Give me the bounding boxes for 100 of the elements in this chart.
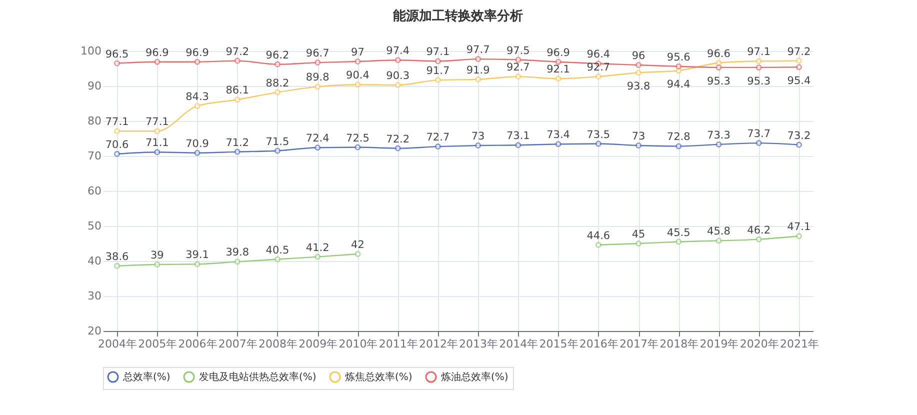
point	[636, 240, 642, 246]
x-tick-label: 2008年	[258, 338, 298, 350]
data-label: 73.5	[586, 128, 610, 141]
data-label: 72.7	[426, 132, 450, 144]
point	[756, 64, 762, 70]
point	[194, 150, 200, 156]
y-tick-label: 20	[88, 324, 102, 338]
point	[434, 77, 441, 84]
data-label: 77.1	[145, 116, 169, 128]
point	[716, 64, 722, 70]
point	[194, 261, 200, 268]
data-label: 92.7	[586, 62, 610, 74]
point	[716, 238, 722, 244]
data-label: 97	[351, 46, 364, 58]
data-label: 92.1	[546, 64, 570, 76]
data-label: 96.9	[186, 46, 209, 59]
data-label: 44.6	[586, 230, 610, 242]
data-label: 70.6	[105, 138, 130, 151]
data-label: 72.2	[386, 133, 410, 146]
point	[194, 58, 200, 65]
point	[394, 57, 401, 64]
point	[114, 150, 120, 157]
data-label: 46.2	[747, 224, 771, 236]
data-label: 39	[150, 250, 164, 262]
legend-label: 炼焦总效率(%)	[345, 371, 412, 383]
x-tick-label: 2007年	[218, 338, 258, 350]
data-label: 96.9	[546, 46, 570, 59]
data-label: 73.2	[787, 130, 811, 142]
data-label: 96.9	[145, 46, 169, 59]
data-label: 91.7	[426, 65, 450, 78]
point	[314, 144, 321, 151]
data-label: 96.5	[105, 48, 129, 60]
data-label: 38.6	[105, 250, 130, 263]
point	[274, 256, 280, 262]
point	[515, 56, 522, 63]
data-label: 88.2	[266, 77, 290, 90]
data-label: 45.8	[707, 226, 730, 238]
point	[595, 140, 602, 147]
data-label: 92.7	[506, 62, 530, 74]
point	[274, 61, 280, 68]
x-tick-label: 2018年	[660, 338, 699, 350]
point	[796, 58, 802, 64]
data-label: 97.2	[226, 46, 250, 58]
data-label: 42	[351, 239, 364, 251]
point	[555, 76, 562, 82]
x-tick-label: 2021年	[780, 338, 819, 350]
data-label: 95.6	[666, 51, 691, 64]
x-tick-label: 2016年	[579, 338, 618, 350]
data-label: 86.1	[226, 84, 250, 97]
data-label: 96.6	[707, 48, 731, 60]
point	[114, 262, 120, 269]
point	[154, 149, 160, 156]
x-tick-label: 2011年	[378, 338, 418, 350]
point	[796, 233, 802, 240]
point	[434, 144, 441, 150]
x-tick-label: 2015年	[539, 338, 578, 350]
data-label: 73.3	[707, 129, 730, 142]
y-tick-label: 40	[88, 254, 102, 268]
y-tick-label: 50	[88, 220, 102, 232]
data-label: 97.2	[787, 46, 811, 58]
point	[636, 70, 642, 76]
data-label: 72.5	[346, 132, 370, 144]
legend-label: 炼油总效率(%)	[441, 371, 508, 383]
point	[515, 142, 522, 148]
point	[676, 238, 682, 245]
legend-label: 发电及电站供热总效率(%)	[199, 371, 316, 383]
point	[314, 254, 321, 260]
point	[194, 102, 200, 109]
y-tick-label: 90	[88, 80, 102, 92]
data-label: 39.1	[186, 249, 209, 262]
point	[234, 258, 240, 265]
data-label: 77.1	[105, 116, 129, 128]
point	[354, 251, 361, 257]
data-label: 41.2	[306, 242, 330, 254]
point	[475, 76, 482, 82]
x-tick-label: 2004年	[98, 338, 138, 350]
data-label: 71.5	[266, 136, 290, 148]
data-label: 73.7	[747, 128, 771, 140]
point	[234, 148, 240, 155]
x-tick-label: 2006年	[178, 338, 218, 350]
point	[354, 144, 361, 150]
point	[114, 128, 120, 134]
y-tick-label: 100	[80, 44, 102, 58]
point	[595, 74, 602, 80]
data-label: 95.3	[747, 75, 771, 88]
legend-label: 总效率(%)	[122, 371, 170, 383]
data-label: 73.4	[546, 129, 570, 142]
point	[154, 128, 160, 134]
point	[314, 84, 321, 90]
data-label: 72.8	[666, 131, 690, 144]
y-tick-label: 80	[88, 114, 102, 128]
data-label: 97.4	[386, 45, 410, 58]
x-tick-label: 2017年	[620, 338, 659, 350]
data-label: 97.7	[466, 44, 490, 56]
x-tick-label: 2014年	[499, 338, 538, 350]
data-label: 95.3	[707, 75, 730, 88]
data-label: 96.2	[266, 49, 290, 62]
data-label: 84.3	[186, 90, 209, 103]
data-label: 45.5	[666, 226, 690, 239]
point	[756, 236, 762, 242]
